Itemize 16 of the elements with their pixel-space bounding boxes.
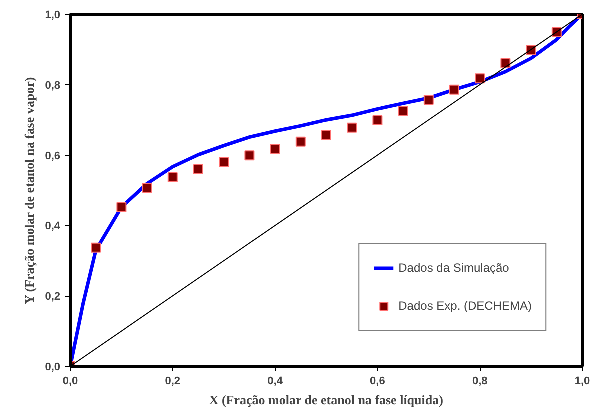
y-tick-label: 0,0: [45, 362, 61, 374]
x-tick-label: 0,6: [370, 376, 386, 388]
x-tick-label: 0,4: [268, 376, 284, 388]
y-tick-label: 0,6: [45, 150, 61, 162]
y-axis-title: Y (Fração molar de etanol na fase vapor): [22, 77, 38, 304]
x-tick-label: 0,8: [472, 376, 488, 388]
x-tick-label: 1,0: [574, 376, 590, 388]
y-tick-label: 1,0: [45, 10, 61, 22]
y-tick-label: 0,4: [45, 220, 62, 233]
x-tick-label: 0,2: [165, 376, 181, 388]
y-tick-label: 0,2: [45, 291, 61, 304]
legend-label: Dados Exp. (DECHEMA): [398, 299, 532, 313]
y-tick-label: 0,8: [45, 80, 61, 92]
x-tick-label: 0,0: [62, 376, 78, 388]
x-axis-title: X (Fração molar de etanol na fase líquida): [209, 392, 444, 408]
legend-label: Dados da Simulação: [398, 261, 510, 275]
